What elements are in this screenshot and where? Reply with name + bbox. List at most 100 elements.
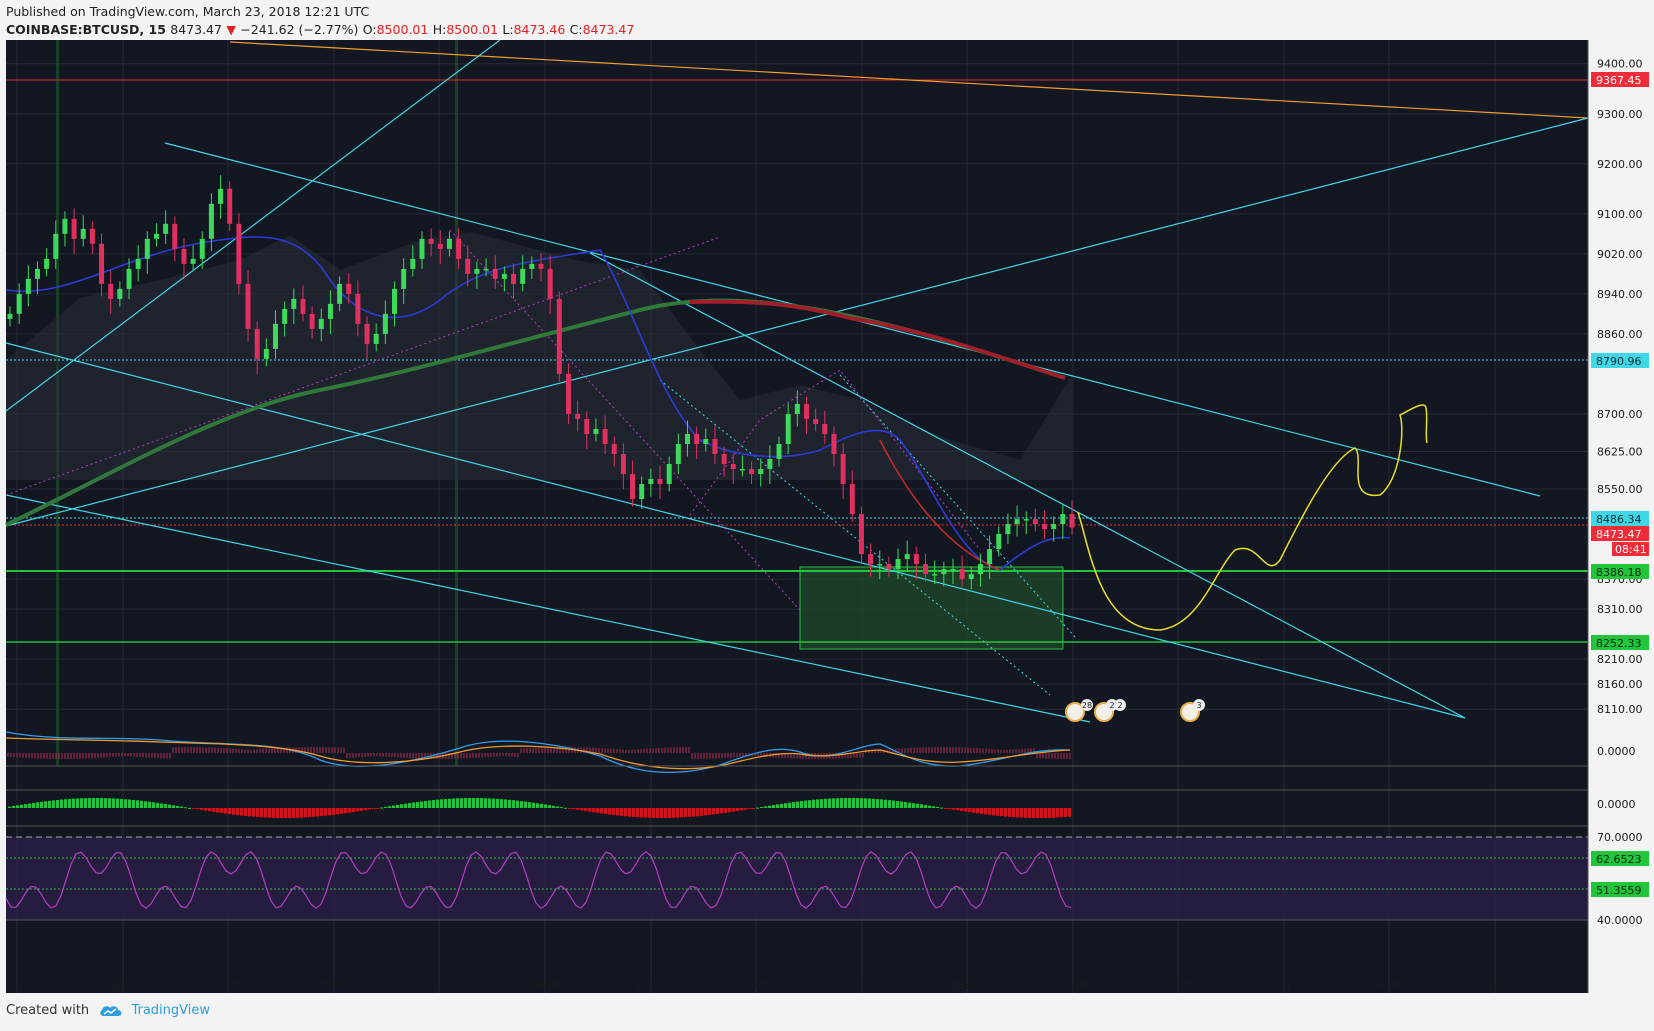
momentum-bar [568,808,571,809]
momentum-bar [876,799,879,808]
indicator-tick: 0.0000 [1597,798,1636,811]
created-with-text: Created with [6,1003,90,1018]
symbol-header: COINBASE:BTCUSD, 15 8473.47 ▼ −241.62 (−… [6,22,634,37]
momentum-bar [868,798,871,808]
tradingview-brand-link[interactable]: TradingView [131,1003,210,1018]
candle-body [373,333,379,344]
momentum-bar [640,808,643,818]
candle-body [932,574,938,576]
momentum-bar [680,808,683,818]
histogram-panel[interactable] [8,798,1071,818]
momentum-bar [996,808,999,816]
time-tick: 06:00 [951,979,983,992]
momentum-bar [76,798,79,808]
momentum-bar [352,808,355,813]
momentum-bar [200,808,203,810]
momentum-bar [476,798,479,808]
momentum-bar [372,808,375,809]
momentum-bar [792,802,795,808]
momentum-bar [100,798,103,808]
momentum-bar [444,799,447,808]
price-tick: 8700.00 [1597,408,1643,421]
open-label: O: [362,22,377,37]
event-badge-3[interactable]: 3 [1180,699,1205,722]
momentum-bar [1016,808,1019,818]
momentum-bar [332,808,335,815]
candle-body [456,238,462,259]
candle-body [355,293,361,324]
candle-body [675,443,681,465]
candle-body [327,303,333,319]
price-scale[interactable]: 9400.00 9300.00 9200.00 9100.00 9020.00 8940.… [1597,58,1643,927]
event-badge-28[interactable]: 28 [1065,699,1093,722]
moving-average-long-bearish [689,299,1066,380]
momentum-bar [1052,808,1055,818]
momentum-bar [980,808,983,814]
momentum-bar [784,803,787,808]
price-panel[interactable]: 28 2 2 3 [5,40,1589,766]
momentum-bar [44,801,47,808]
candle-body [80,228,86,239]
momentum-bar [356,808,359,812]
momentum-bar [936,806,939,808]
time-tick: 24 [1277,979,1291,992]
label-bg-last [1591,526,1649,541]
candle-body [895,559,901,570]
momentum-bar [84,798,87,808]
momentum-bar [28,803,31,808]
candle-body [1069,514,1075,528]
momentum-bar [1060,808,1063,818]
momentum-bar [412,802,415,808]
candle-body [584,418,590,434]
momentum-bar [620,808,623,816]
momentum-bar [208,808,211,812]
momentum-bar [964,808,967,812]
momentum-bar [768,805,771,808]
chart-canvas[interactable]: 28 2 2 3 [0,40,1654,996]
price-tick: 8160.00 [1597,678,1643,691]
event-badge-2-2[interactable]: 2 2 [1094,699,1126,722]
macd-panel[interactable] [5,731,1071,774]
momentum-bar [344,808,347,814]
momentum-bar [960,808,963,811]
momentum-bar [856,798,859,808]
momentum-bar [180,806,183,808]
momentum-bar [528,802,531,808]
candle-body [199,238,205,259]
close-value: 8473.47 [582,22,635,37]
momentum-bar [96,798,99,808]
momentum-bar [160,803,163,808]
momentum-bar [252,808,255,817]
candle-body [703,438,709,444]
momentum-bar [852,798,855,808]
candle-body [996,534,1002,550]
change-value: −241.62 (−2.77%) [240,22,359,37]
time-axis[interactable]: 21 06:00 12:00 18:00 22 06:00 12:00 18:00 23 06:0… [17,979,1511,992]
candle-body [1042,524,1048,530]
momentum-bar [68,798,71,808]
momentum-bar [656,808,659,818]
candle-body [62,218,68,234]
candle-body [392,288,398,314]
candle-body [318,318,324,329]
candle-body [144,238,150,259]
momentum-bar [1032,808,1035,818]
footer: Created with TradingView [6,1003,210,1018]
momentum-bar [524,801,527,808]
candle-body [126,268,132,289]
candle-body [813,418,819,424]
momentum-bar [188,807,191,809]
rsi-panel[interactable] [5,836,1588,920]
indicator-tick: 40.0000 [1597,914,1643,927]
momentum-bar [148,801,151,808]
momentum-bar [872,798,875,808]
momentum-bar [884,799,887,808]
momentum-bar [1068,808,1071,817]
momentum-bar [604,808,607,814]
time-tick: 12:00 [1057,979,1089,992]
label-8252: 8252.33 [1596,637,1642,650]
candle-body [99,243,105,284]
event-badges[interactable]: 28 2 2 3 [1065,699,1205,722]
momentum-bar [1044,808,1047,818]
momentum-bar [628,808,631,817]
